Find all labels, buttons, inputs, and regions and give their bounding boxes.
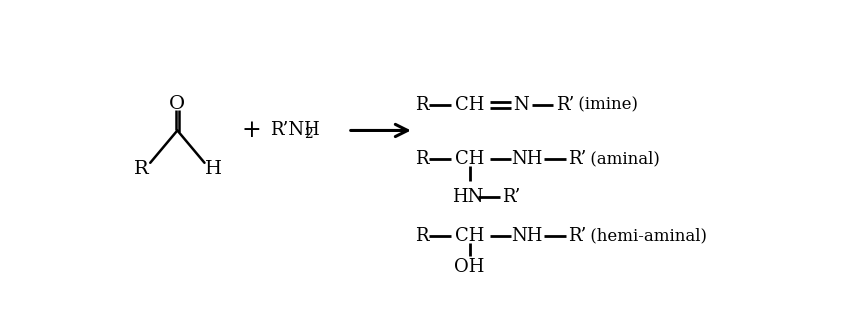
Text: CH: CH xyxy=(455,96,484,114)
Text: 2: 2 xyxy=(305,127,313,141)
Text: (imine): (imine) xyxy=(573,97,638,114)
Text: HN: HN xyxy=(452,188,484,207)
Text: R’: R’ xyxy=(568,227,586,245)
Text: R’: R’ xyxy=(502,188,521,207)
Text: H: H xyxy=(205,160,222,178)
Text: +: + xyxy=(241,119,261,142)
Text: N: N xyxy=(513,96,529,114)
Text: R’NH: R’NH xyxy=(270,121,320,140)
Text: R: R xyxy=(415,227,428,245)
Text: NH: NH xyxy=(511,150,542,168)
Text: O: O xyxy=(170,94,185,113)
Text: R’: R’ xyxy=(555,96,574,114)
Text: R’: R’ xyxy=(568,150,586,168)
Text: R: R xyxy=(133,160,148,178)
Text: CH: CH xyxy=(455,227,484,245)
Text: CH: CH xyxy=(455,150,484,168)
Text: R: R xyxy=(415,96,428,114)
Text: R: R xyxy=(415,150,428,168)
Text: (aminal): (aminal) xyxy=(585,150,660,167)
Text: NH: NH xyxy=(511,227,542,245)
Text: OH: OH xyxy=(455,258,485,276)
Text: (hemi-aminal): (hemi-aminal) xyxy=(585,227,707,245)
